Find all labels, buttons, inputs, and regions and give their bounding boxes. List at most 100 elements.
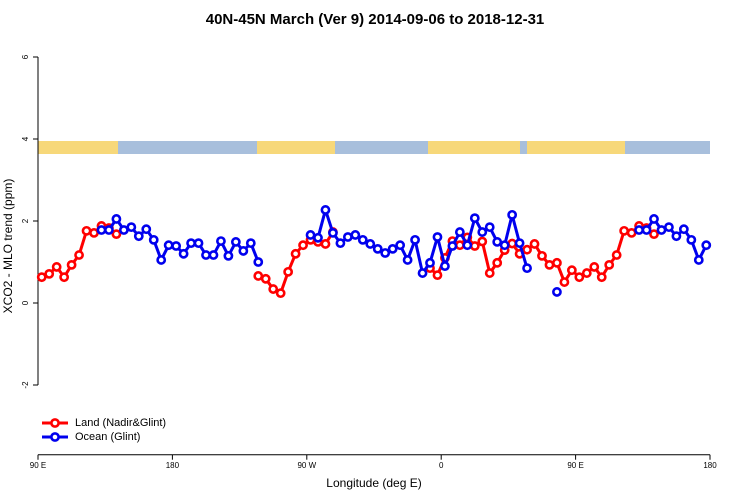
data-point [417,268,428,278]
y-tick-label: 0 [21,300,30,305]
data-point [574,272,585,283]
data-point [596,272,607,283]
chart-title: 40N-45N March (Ver 9) 2014-09-06 to 2018… [206,11,545,28]
data-point [111,229,122,240]
data-point [365,239,376,249]
y-axis-label: XCO2 - MLO trend (ppm) [1,179,15,314]
data-point [454,227,465,237]
data-point [395,240,406,251]
data-point [380,248,391,258]
data-point [126,222,137,233]
data-point [313,232,323,243]
data-point [230,237,241,247]
data-point [305,230,316,240]
y-tick-label: -2 [21,381,30,389]
data-point [678,224,689,235]
data-point [328,227,338,238]
data-point [589,262,600,272]
data-point [372,243,383,254]
data-point [477,236,488,247]
data-point [440,261,450,271]
data-point [51,262,62,272]
data-point [118,225,129,235]
data-point [611,250,622,260]
data-point [492,237,503,247]
data-point [260,273,271,284]
data-point [522,244,532,255]
data-point [81,225,92,236]
data-point [238,246,249,256]
x-tick-label: 180 [703,461,717,470]
legend-marker [50,418,60,428]
data-point [559,277,570,287]
x-tick-label: 90 E [567,461,583,470]
data-point [208,250,219,260]
data-point [649,229,659,240]
data-point [477,227,488,237]
data-point [253,257,264,267]
land-band [527,141,625,154]
y-tick-label: 4 [21,136,30,141]
legend-marker [50,432,60,442]
data-point [163,240,174,251]
data-point [275,288,286,299]
data-point [432,232,443,242]
data-point [686,234,697,245]
x-axis-label: Longitude (deg E) [326,476,421,490]
data-point [402,255,413,265]
data-point [186,238,196,249]
data-point [298,240,308,251]
data-point [410,234,420,245]
data-point [671,231,682,242]
data-point [357,234,368,245]
data-point [290,248,301,259]
data-point [148,234,159,245]
legend-label: Land (Nadir&Glint) [75,417,166,429]
data-point [581,268,592,278]
data-point [141,224,152,235]
data-point [201,250,211,260]
data-point [469,241,480,251]
data-point [499,240,510,251]
legend-label: Ocean (Glint) [75,431,140,443]
data-point [492,257,503,268]
data-point [66,259,77,270]
data-point [253,271,264,281]
data-point [537,250,547,261]
data-point [552,257,562,268]
x-tick-label: 180 [166,461,180,470]
data-point [320,239,331,249]
data-point [89,227,99,238]
data-point [604,259,615,270]
data-point [664,222,674,233]
data-point [566,265,577,276]
y-tick-label: 6 [21,54,30,59]
data-point [522,263,532,274]
data-point [447,241,458,251]
data-point [626,227,637,238]
x-tick-label: 90 E [30,461,46,470]
data-point [514,238,525,249]
data-point [223,250,234,261]
data-point [469,213,480,224]
x-tick-label: 0 [439,461,444,470]
data-point [133,231,144,242]
data-point [507,209,518,220]
data-point [36,272,47,283]
data-point [156,255,167,265]
data-point [462,240,473,251]
data-point [178,248,189,259]
data-point [634,225,644,235]
data-point [245,238,256,249]
data-point [544,259,555,270]
data-point [619,225,630,236]
data-point [44,268,55,279]
data-point [59,272,70,283]
land-band [428,141,520,154]
data-point [432,270,443,281]
y-tick-label: 2 [21,218,30,223]
land-band [257,141,335,154]
data-point [529,239,540,249]
data-point [701,240,712,251]
legend: Land (Nadir&Glint) Ocean (Glint) [42,417,166,443]
